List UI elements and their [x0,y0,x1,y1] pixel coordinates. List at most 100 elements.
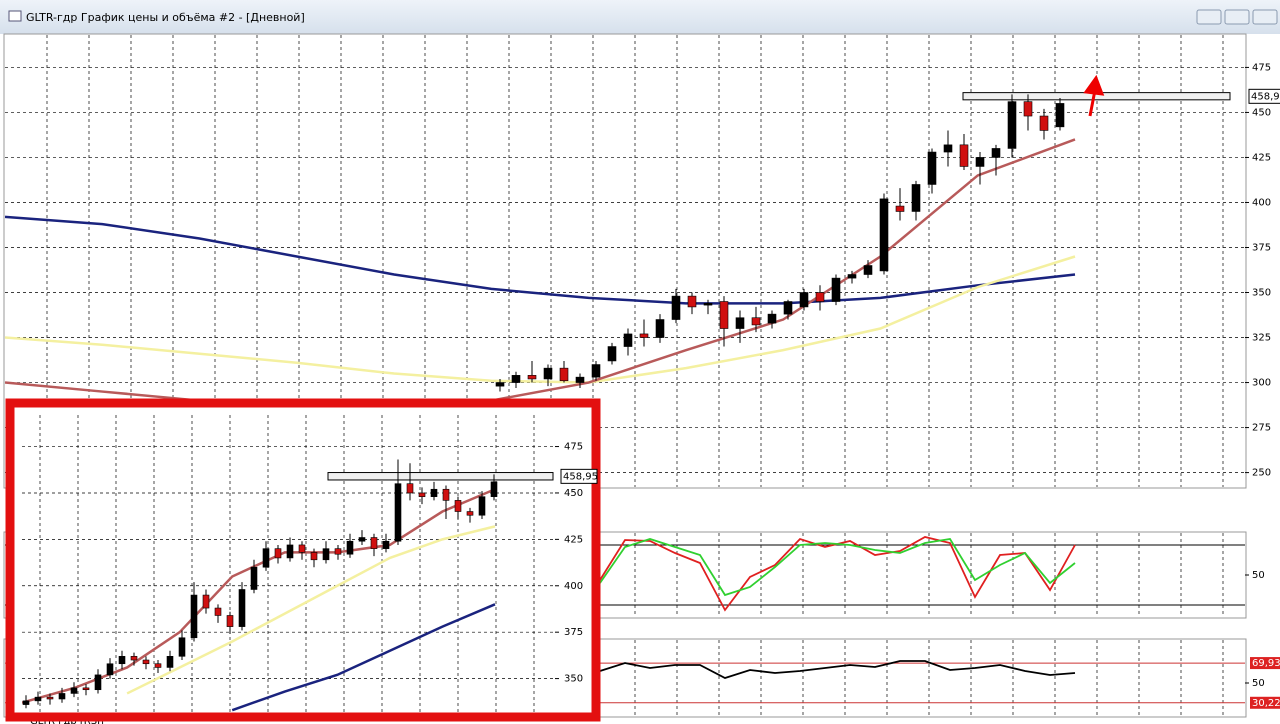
candle-body [34,696,42,702]
candle-body [767,313,777,324]
price-marker [1248,88,1280,104]
candle-body [250,566,258,590]
window-icon [8,10,22,22]
candle-body [454,500,462,512]
y-tick-label: 325 [1252,333,1271,344]
candle-body [190,594,198,639]
candle-body [82,687,90,691]
candle-body [130,656,138,661]
y-tick-label: 275 [1252,423,1271,434]
y-tick-label: 50 [1252,678,1265,689]
candle-body [991,148,1001,158]
close-button[interactable] [1252,9,1278,25]
price-marker [560,468,598,484]
candle-body [575,376,585,383]
level-label-bg [1250,657,1280,670]
candle-body [478,496,486,516]
candle-body [511,375,521,383]
candle-body [442,488,450,501]
candle-body [166,656,174,668]
candle-body [719,301,729,329]
y-tick-label: 425 [564,534,583,545]
price-label: 458,95 [563,471,598,482]
candle-body [1039,115,1049,131]
candle-body [1023,101,1033,117]
candle-body [1007,101,1017,149]
y-tick-label: 475 [564,442,583,453]
y-tick-label: 400 [564,581,583,592]
title-bar [0,0,1280,34]
candle-body [274,548,282,559]
price-label: 458,95 [1251,91,1280,102]
candle-body [527,375,537,380]
resistance-zone [327,472,554,481]
candle-body [495,382,505,387]
candle-body [607,346,617,362]
candle-body [783,301,793,315]
y-tick-label: 250 [1252,468,1271,479]
y-tick-label: 450 [1252,107,1271,118]
candle-body [927,151,937,185]
candle-body [847,274,857,279]
window-title: GLTR-гдр График цены и объёма #2 - [Днев… [26,11,305,24]
minimize-button[interactable] [1196,9,1222,25]
candle-body [310,552,318,561]
candle-body [815,292,825,302]
candle-body [394,483,402,542]
candle-body [58,693,66,700]
candle-body [178,637,186,657]
candle-body [799,292,809,308]
y-tick-label: 350 [564,674,583,685]
indicator-line [599,538,1076,597]
restore-button[interactable] [1224,9,1250,25]
candle-body [322,548,330,561]
candle-body [1055,103,1065,128]
candle-body [430,488,438,497]
indicator-line [231,603,496,712]
candle-body [346,540,354,555]
candle-body [751,317,761,326]
level-label: 30,22 [1252,698,1280,709]
candle-body [975,157,985,167]
candle-body [70,687,78,694]
up-arrow [1083,74,1105,117]
candle-body [226,615,234,627]
y-tick-label: 425 [1252,152,1271,163]
candle-body [262,548,270,568]
candle-body [543,367,553,380]
candle-body [559,367,569,382]
candle-body [895,205,905,212]
y-tick-label: 375 [564,627,583,638]
candle-body [863,265,873,275]
candle-body [334,548,342,555]
candle-body [286,544,294,559]
level-label-bg [1250,696,1280,709]
candle-body [687,295,697,308]
candle-body [142,659,150,665]
y-tick-label: 300 [1252,378,1271,389]
candle-body [358,537,366,542]
candle-body [94,674,102,691]
candle-body [214,607,222,616]
candle-body [382,540,390,549]
candle-body [154,663,162,668]
candle-body [671,295,681,320]
candle-body [118,656,126,665]
candle-body [238,589,246,627]
y-tick-label: 350 [1252,288,1271,299]
y-tick-label: 50 [1252,570,1265,581]
candle-body [106,663,114,676]
candle-body [406,483,414,494]
candle-body [202,594,210,609]
candle-body [490,481,498,497]
candle-body [298,544,306,553]
y-tick-label: 450 [564,488,583,499]
candle-body [735,317,745,329]
candle-body [959,144,969,167]
y-tick-label: 400 [1252,197,1271,208]
candle-body [703,303,713,306]
level-label: 69,93 [1252,658,1280,669]
candle-body [623,333,633,347]
y-tick-label: 375 [1252,242,1271,253]
